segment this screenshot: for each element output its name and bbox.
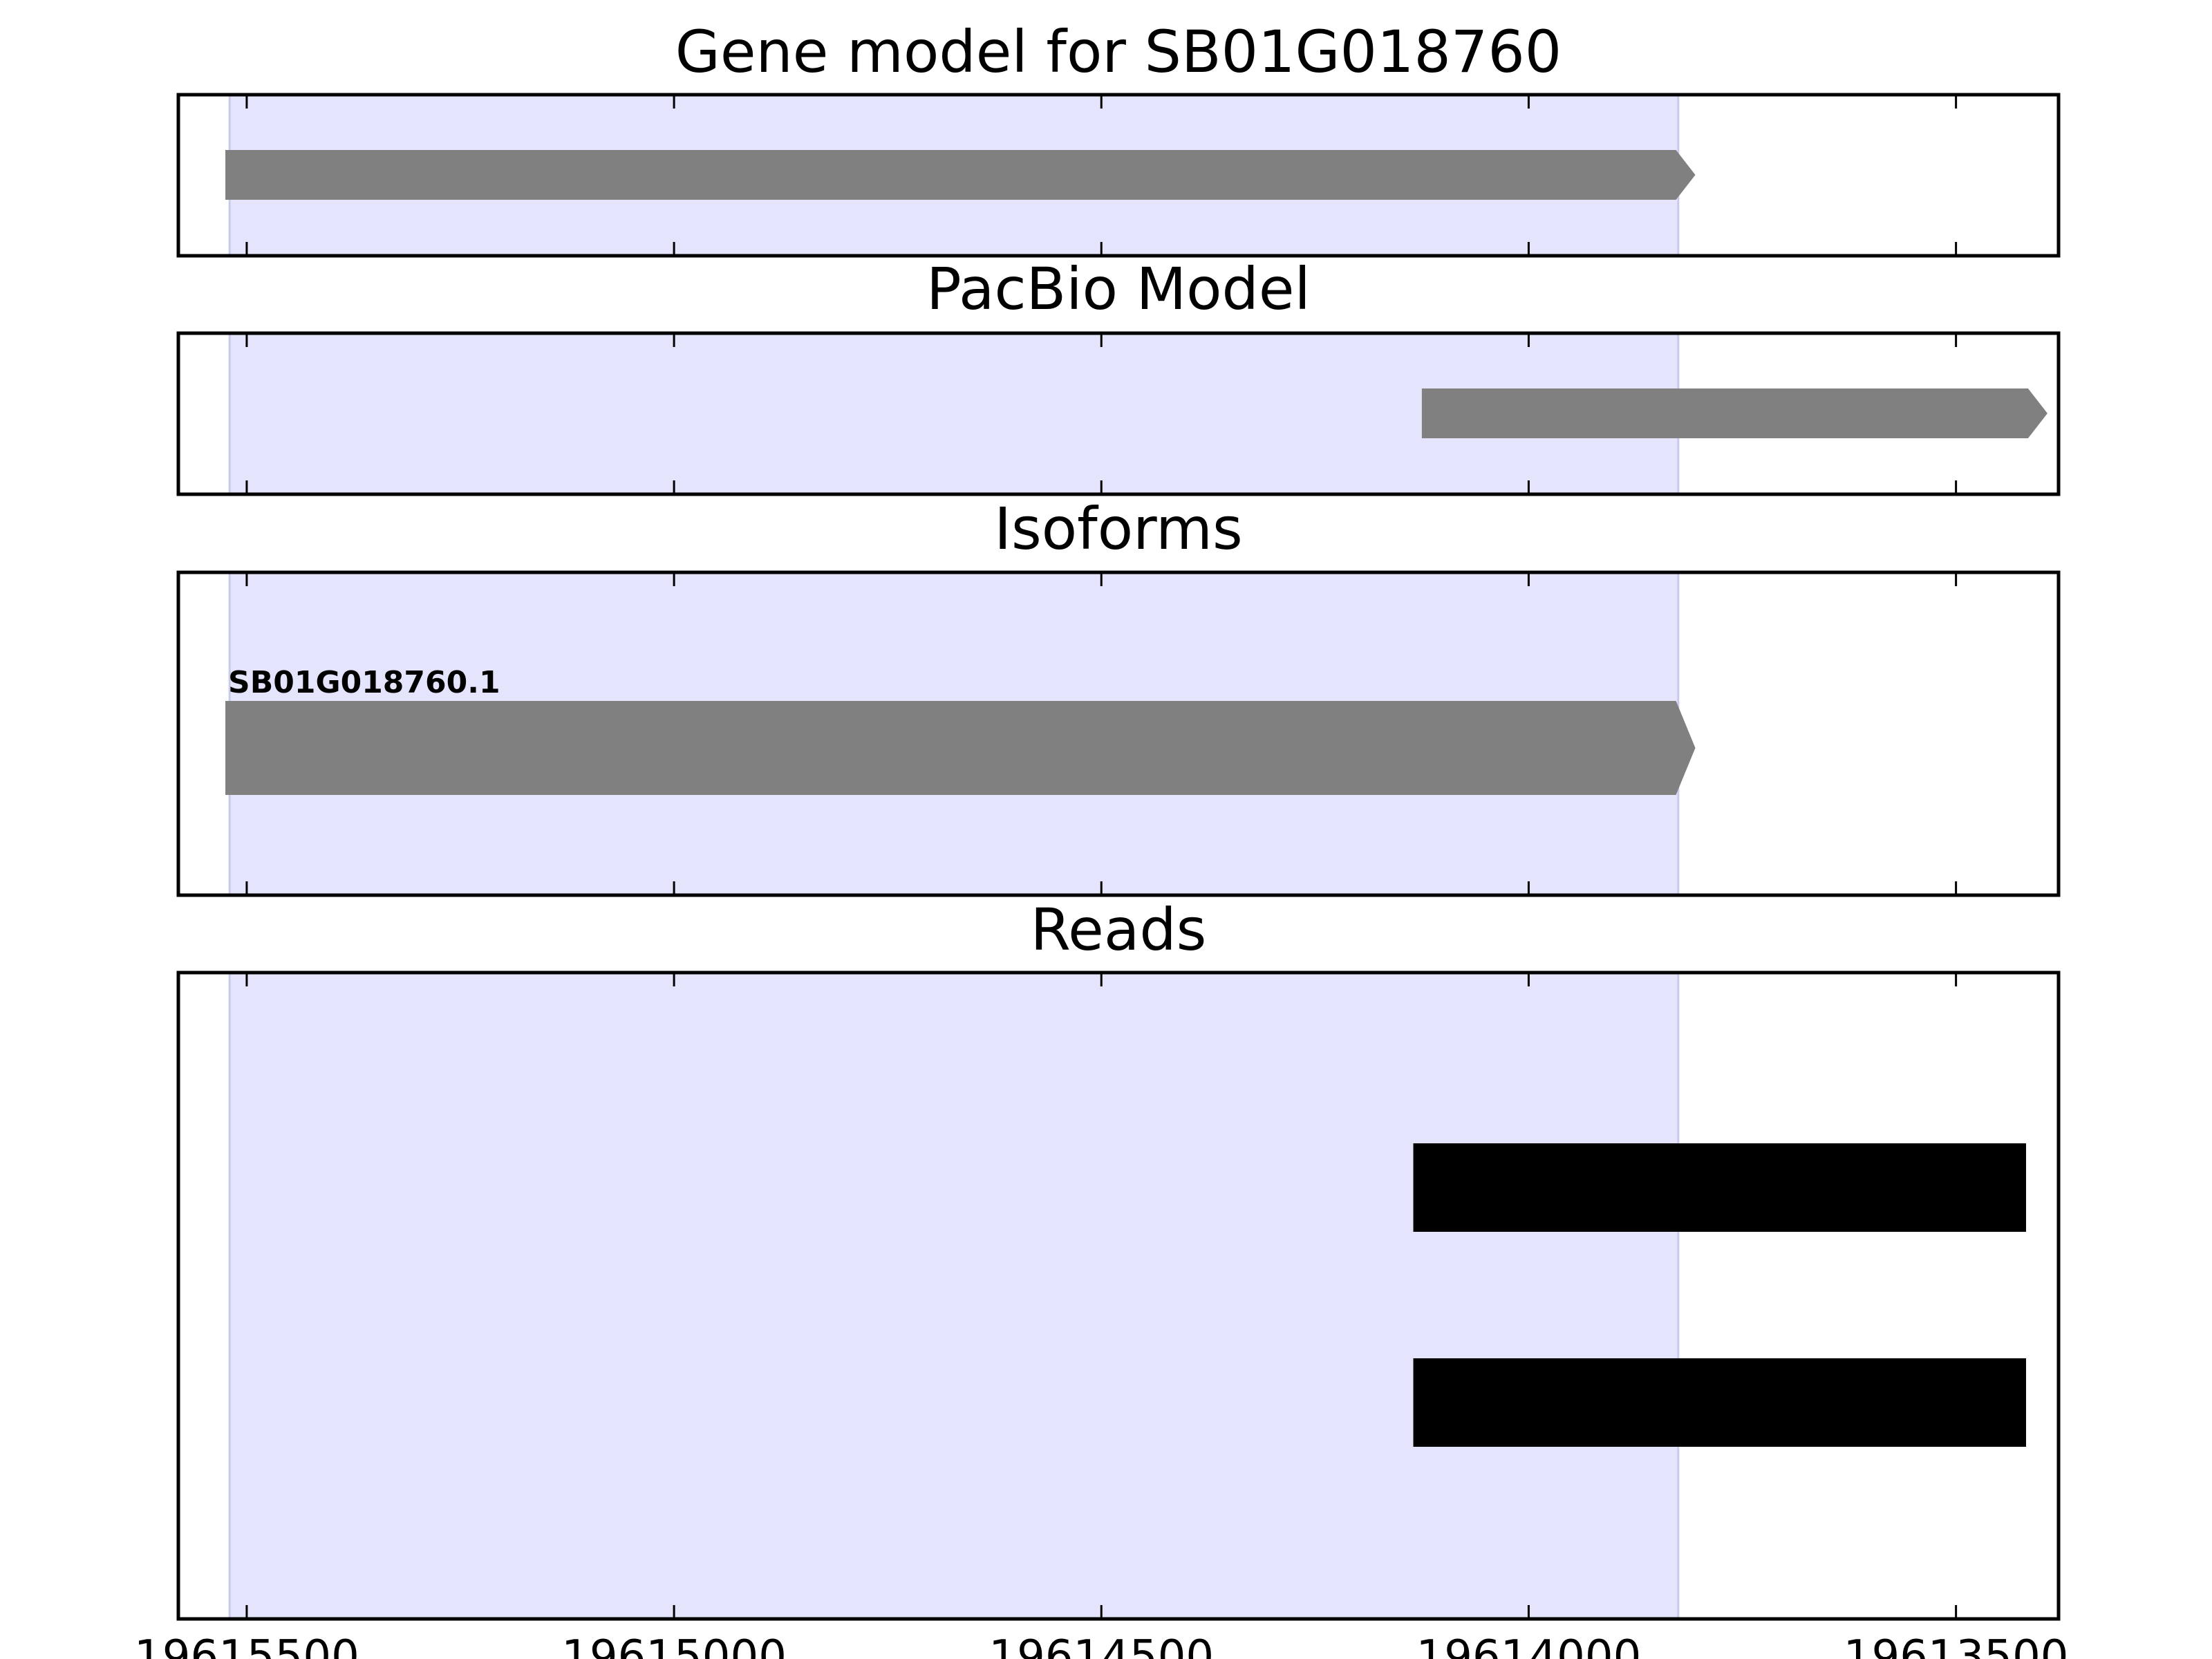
pacbio-model-feature-arrow bbox=[1421, 388, 2047, 438]
pacbio-model-frame bbox=[176, 331, 2061, 496]
read-bar bbox=[1413, 1143, 2027, 1232]
isoforms-feature-arrow bbox=[225, 701, 1696, 795]
highlight-region bbox=[229, 973, 1678, 1619]
x-tick-label: 19614500 bbox=[988, 1631, 1214, 1659]
read-bar bbox=[1413, 1358, 2027, 1447]
reads-panel: Reads bbox=[176, 896, 2061, 1621]
panels: Gene model for SB01G018760 PacBio Model Is… bbox=[176, 18, 2061, 1621]
pacbio-model-panel: PacBio Model bbox=[176, 255, 2061, 496]
pacbio-model-title: PacBio Model bbox=[926, 255, 1311, 323]
x-tick-label: 19615000 bbox=[561, 1631, 787, 1659]
x-tick-label: 19614000 bbox=[1416, 1631, 1642, 1659]
reads-frame bbox=[176, 971, 2061, 1621]
isoform-label: SB01G018760.1 bbox=[228, 665, 500, 700]
x-tick-label: 19613500 bbox=[1844, 1631, 2069, 1659]
isoforms-title: Isoforms bbox=[994, 495, 1243, 563]
isoforms-frame bbox=[176, 570, 2061, 897]
gene-model-title: Gene model for SB01G018760 bbox=[675, 18, 1562, 86]
gene-model-feature-arrow bbox=[225, 150, 1696, 200]
reads-title: Reads bbox=[1031, 896, 1207, 964]
isoforms-panel: Isoforms SB01G018760.1 bbox=[176, 495, 2061, 897]
gene-model-frame bbox=[176, 93, 2061, 258]
gene-model-panel: Gene model for SB01G018760 bbox=[176, 18, 2061, 258]
x-axis-tick-labels: 19615500 19615000 19614500 19614000 19613500 bbox=[134, 1631, 2068, 1659]
x-tick-label: 19615500 bbox=[134, 1631, 359, 1659]
